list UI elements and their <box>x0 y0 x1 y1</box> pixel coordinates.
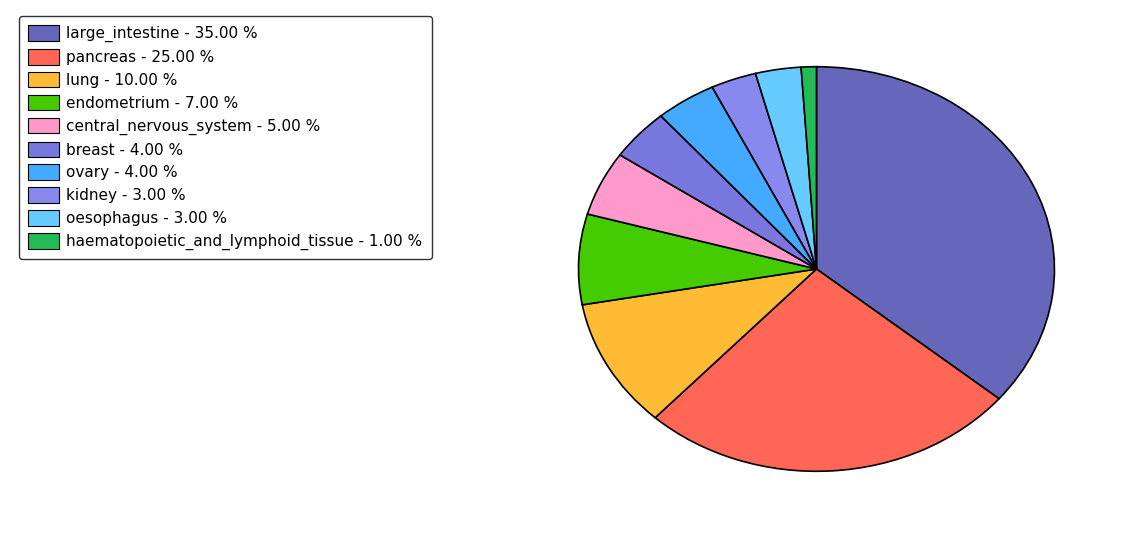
Wedge shape <box>587 155 816 269</box>
Wedge shape <box>655 269 999 471</box>
Wedge shape <box>620 116 816 269</box>
Wedge shape <box>755 67 816 269</box>
Legend: large_intestine - 35.00 %, pancreas - 25.00 %, lung - 10.00 %, endometrium - 7.0: large_intestine - 35.00 %, pancreas - 25… <box>19 16 432 259</box>
Wedge shape <box>661 87 816 269</box>
Wedge shape <box>816 67 1055 399</box>
Wedge shape <box>582 269 816 417</box>
Wedge shape <box>712 74 816 269</box>
Wedge shape <box>801 67 816 269</box>
Wedge shape <box>578 214 816 305</box>
